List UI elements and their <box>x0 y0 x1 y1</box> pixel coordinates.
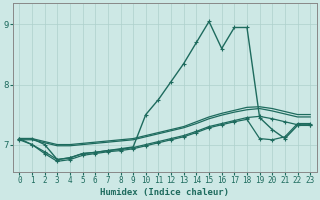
X-axis label: Humidex (Indice chaleur): Humidex (Indice chaleur) <box>100 188 229 197</box>
